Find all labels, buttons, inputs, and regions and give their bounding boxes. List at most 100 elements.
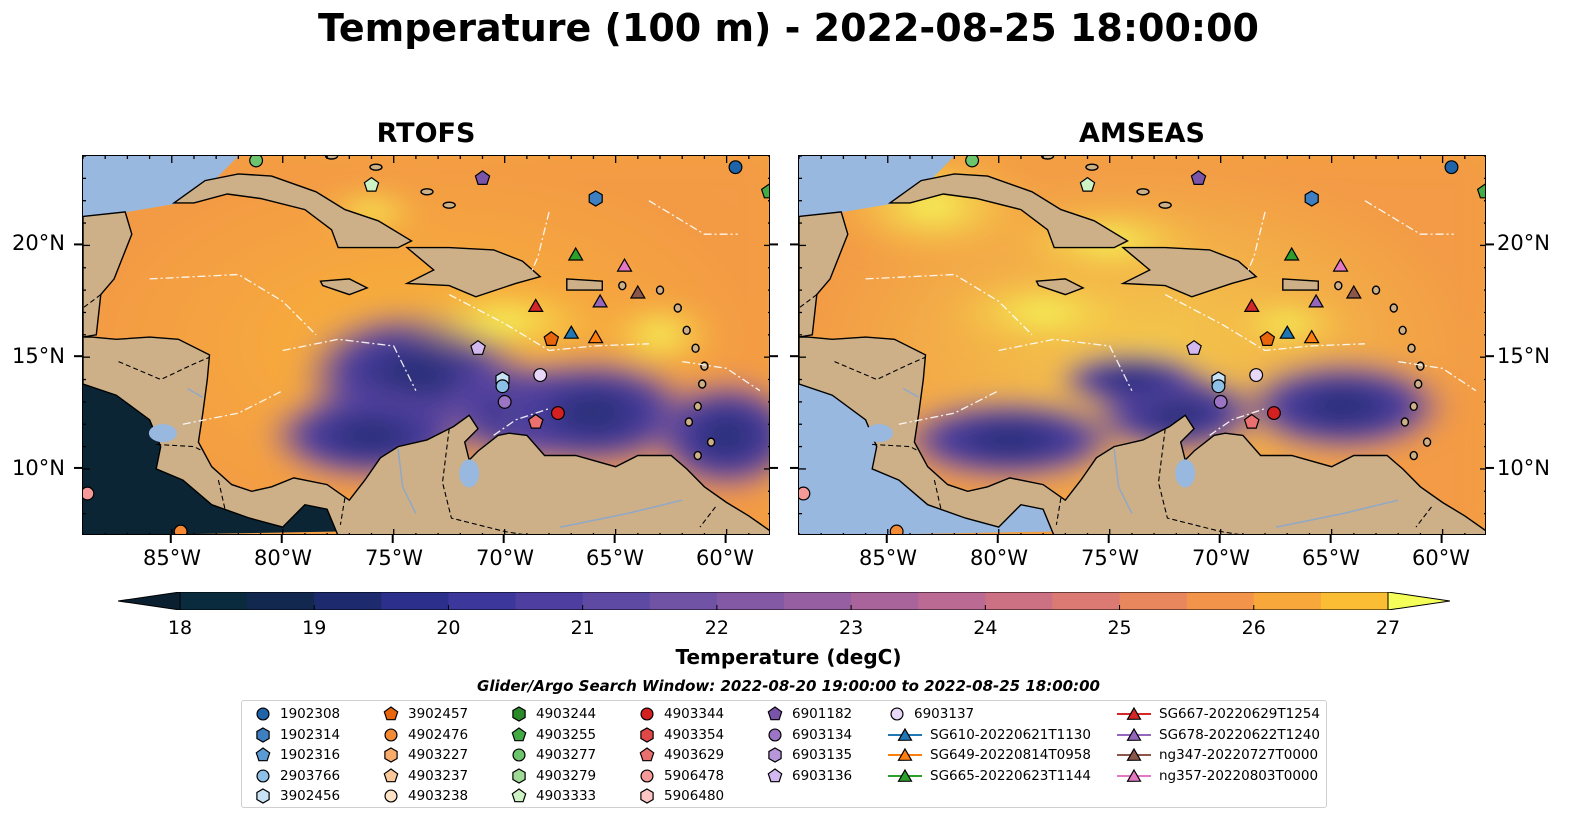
- lon-tick: 60°W: [696, 546, 754, 570]
- platform-marker[interactable]: [543, 331, 560, 346]
- platform-marker[interactable]: [1476, 183, 1486, 199]
- platform-marker[interactable]: [587, 329, 604, 344]
- platform-marker[interactable]: [1190, 170, 1207, 185]
- rivers: [186, 387, 683, 528]
- platform-marker[interactable]: [1444, 160, 1459, 175]
- colorbar-segment: [784, 592, 852, 610]
- platform-marker[interactable]: [799, 486, 811, 501]
- platform-marker[interactable]: [527, 413, 544, 429]
- platform-marker[interactable]: [616, 257, 633, 272]
- platform-marker[interactable]: [1243, 298, 1260, 312]
- legend-label: 4903333: [536, 788, 597, 804]
- legend-item: 6903135: [766, 745, 852, 765]
- platform-marker[interactable]: [1249, 368, 1264, 383]
- map-canvas: [799, 156, 1486, 535]
- cuba-land: [887, 173, 1129, 249]
- hispaniola-land: [404, 246, 542, 298]
- legend-marker: [1126, 706, 1142, 720]
- legend-item: SG667-20220629T1254: [1117, 704, 1320, 724]
- triangle-marker-icon: [1117, 747, 1151, 761]
- hexagon-marker-icon: [512, 706, 526, 722]
- legend-marker: [768, 747, 782, 763]
- platform-marker[interactable]: [1211, 379, 1226, 394]
- colorbar-segment: [649, 592, 718, 610]
- platform-marker[interactable]: [474, 170, 491, 185]
- legend-marker: [256, 768, 270, 783]
- legend-label: SG667-20220629T1254: [1159, 706, 1320, 722]
- legend-item: 1902314: [254, 725, 340, 745]
- platform-marker[interactable]: [1332, 257, 1349, 272]
- legend-marker: [767, 767, 783, 782]
- legend-marker: [384, 747, 398, 763]
- legend-item: 1902308: [254, 704, 340, 724]
- platform-marker[interactable]: [1079, 176, 1096, 192]
- legend-item: 6903134: [766, 725, 852, 745]
- platform-marker[interactable]: [965, 156, 980, 168]
- legend-marker: [512, 767, 526, 784]
- legend-label: SG678-20220622T1240: [1159, 726, 1320, 743]
- platform-marker[interactable]: [563, 325, 580, 339]
- platform-marker[interactable]: [588, 190, 603, 207]
- platform-marker[interactable]: [533, 368, 548, 383]
- platform-marker[interactable]: [497, 394, 512, 409]
- platform-marker[interactable]: [1259, 331, 1276, 346]
- pentagon-marker-icon: [639, 747, 655, 762]
- map-amseas[interactable]: [798, 155, 1486, 535]
- lat-tick: 15°N: [12, 344, 65, 368]
- lon-tick: 85°W: [143, 546, 201, 570]
- platform-marker[interactable]: [1213, 394, 1228, 409]
- platform-marker[interactable]: [249, 156, 264, 168]
- legend-marker: [256, 788, 270, 804]
- platform-marker[interactable]: [83, 486, 95, 501]
- platform-marker[interactable]: [527, 298, 544, 312]
- platform-marker[interactable]: [173, 524, 188, 535]
- legend-label: 2903766: [280, 767, 341, 784]
- platform-marker[interactable]: [363, 176, 380, 192]
- legend-label: SG649-20220814T0958: [930, 747, 1091, 763]
- colorbar-tick-label: 20: [436, 617, 461, 639]
- lon-tick: 75°W: [365, 546, 423, 570]
- platform-marker[interactable]: [889, 524, 904, 535]
- map-rtofs[interactable]: [82, 155, 770, 535]
- legend-item: ng357-20220803T0000: [1117, 766, 1318, 786]
- legend-item: SG678-20220622T1240: [1117, 725, 1320, 745]
- platform-marker[interactable]: [1243, 413, 1260, 429]
- lat-tick: 20°N: [1497, 231, 1550, 255]
- platform-marker[interactable]: [495, 379, 510, 394]
- legend-title: Glider/Argo Search Window: 2022-08-20 19…: [477, 677, 1100, 695]
- platform-marker[interactable]: [1308, 293, 1325, 308]
- platform-marker[interactable]: [550, 406, 565, 421]
- legend-marker: [640, 726, 654, 743]
- colorbar-under-extension: [118, 592, 181, 610]
- legend-label: 4903344: [664, 706, 725, 722]
- hexagon-marker-icon: [256, 788, 270, 804]
- legend-item: 1902316: [254, 745, 340, 765]
- rivers: [902, 387, 1399, 528]
- legend-marker: [512, 706, 526, 722]
- platform-marker[interactable]: [1266, 406, 1281, 421]
- platform-marker[interactable]: [592, 293, 609, 308]
- jamaica-land: [1035, 278, 1085, 296]
- platform-marker[interactable]: [1279, 325, 1296, 339]
- mainland: [799, 336, 1485, 534]
- platform-marker[interactable]: [1303, 329, 1320, 344]
- lon-tick: 65°W: [586, 546, 644, 570]
- platform-marker[interactable]: [1186, 339, 1202, 355]
- colorbar-tick-label: 27: [1375, 617, 1401, 639]
- platform-marker[interactable]: [1304, 190, 1319, 207]
- hexagon-marker-icon: [256, 726, 270, 743]
- platform-marker[interactable]: [629, 284, 646, 299]
- lon-tick: 70°W: [476, 546, 534, 570]
- platform-marker[interactable]: [567, 246, 584, 261]
- platform-marker[interactable]: [728, 160, 743, 175]
- circle-marker-icon: [890, 707, 904, 721]
- platform-marker[interactable]: [760, 183, 770, 199]
- colorbar-segment: [247, 592, 315, 610]
- colorbar-tick-label: 23: [839, 617, 864, 639]
- colorbar-segment: [851, 592, 919, 610]
- platform-marker[interactable]: [1283, 246, 1300, 261]
- eez-boundaries: [865, 200, 1477, 436]
- platform-marker[interactable]: [470, 339, 486, 355]
- legend-item: 4903227: [382, 745, 468, 765]
- platform-marker[interactable]: [1345, 284, 1362, 299]
